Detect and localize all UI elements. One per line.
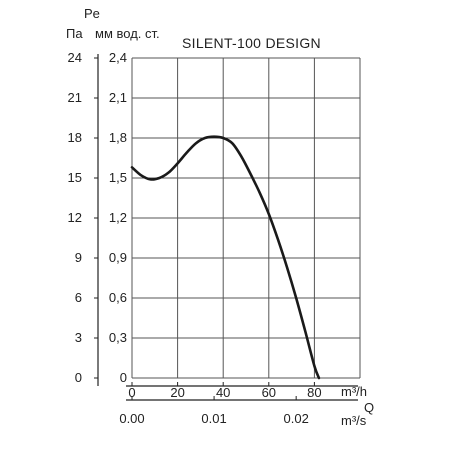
y-tick-label-pa: 18 [68, 130, 82, 145]
x-tick-label-m3h: 80 [307, 385, 321, 400]
x-tick-label-m3h: 40 [216, 385, 230, 400]
y-axis-unit-mm: мм вод. ст. [95, 26, 160, 41]
y-tick-label-mm: 2,1 [109, 90, 127, 105]
x-axis-unit-m3h: m³/h [341, 384, 367, 399]
x-tick-label-m3s: 0.00 [119, 411, 144, 426]
tick-labels: 0 03 0,36 0,69 0,912 1,215 1,518 1,821 2,124 2,40… [68, 50, 322, 426]
chart-title: SILENT-100 DESIGN [182, 35, 321, 51]
y-tick-label-mm: 1,5 [109, 170, 127, 185]
y-tick-label-mm: 0 [120, 370, 127, 385]
x-tick-label-m3h: 20 [170, 385, 184, 400]
y-tick-label-mm: 1,2 [109, 210, 127, 225]
grid [131, 57, 361, 379]
x-axis-unit-m3s: m³/s [341, 413, 367, 428]
y-tick-label-pa: 3 [75, 330, 82, 345]
y-tick-label-mm: 2,4 [109, 50, 127, 65]
y-tick-label-pa: 9 [75, 250, 82, 265]
y-tick-label-pa: 21 [68, 90, 82, 105]
x-tick-label-m3s: 0.01 [201, 411, 226, 426]
x-tick-label-m3s: 0.02 [284, 411, 309, 426]
y-tick-label-mm: 0,9 [109, 250, 127, 265]
y-axis-unit-pa: Па [66, 26, 83, 41]
y-tick-label-mm: 0,6 [109, 290, 127, 305]
x-axis-symbol: Q [364, 400, 374, 415]
y-tick-label-pa: 15 [68, 170, 82, 185]
y-axis-symbol: Pe [84, 6, 100, 21]
y-tick-label-pa: 0 [75, 370, 82, 385]
y-tick-label-pa: 6 [75, 290, 82, 305]
y-tick-label-mm: 0,3 [109, 330, 127, 345]
y-tick-label-pa: 24 [68, 50, 82, 65]
y-tick-label-pa: 12 [68, 210, 82, 225]
x-tick-label-m3h: 60 [262, 385, 276, 400]
x-tick-label-m3h: 0 [128, 385, 135, 400]
pressure-curve-line [130, 135, 321, 380]
axes [94, 54, 358, 401]
y-tick-label-mm: 1,8 [109, 130, 127, 145]
